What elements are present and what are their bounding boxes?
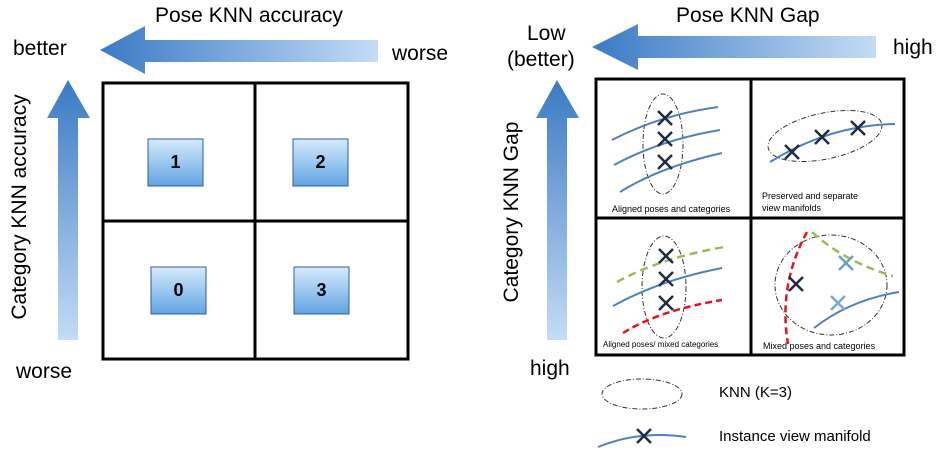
right-high-label-bottom: high (530, 357, 570, 380)
right-side-arrow-label: Category KNN Gap (500, 121, 523, 303)
cell-aligned-poses-categories (611, 93, 723, 195)
pose-gap-arrow (592, 24, 876, 70)
left-worse-label-top: worse (392, 42, 449, 65)
legend (597, 378, 687, 448)
knn-ellipse (774, 234, 888, 336)
cell-mixed-poses-categories (774, 231, 900, 345)
legend-manifold-curve (597, 433, 687, 448)
caption-preserved-line1: Preserved and separate (762, 191, 859, 201)
green-dashed-curve (616, 245, 725, 284)
manifold-curve (611, 106, 719, 141)
cell-number-3: 3 (316, 280, 327, 300)
legend-knn-label: KNN (K=3) (719, 384, 792, 401)
red-dashed-curve (622, 298, 723, 335)
right-better-label: (better) (507, 48, 575, 71)
cell-number-1: 1 (170, 152, 181, 172)
left-better-label: better (13, 37, 67, 60)
category-accuracy-arrow (47, 80, 90, 340)
knn-ellipse (642, 93, 684, 195)
right-low-label: Low (527, 22, 566, 45)
number-box-2 (292, 138, 349, 187)
cell-aligned-mixed (612, 235, 725, 339)
legend-manifold-label: Instance view manifold (719, 428, 871, 445)
caption-aligned-mixed: Aligned poses/ mixed categories (603, 340, 719, 349)
number-box-3 (293, 266, 350, 315)
manifold-curve (612, 267, 723, 307)
left-top-arrow-label: Pose KNN accuracy (155, 4, 343, 27)
pose-accuracy-arrow (100, 26, 378, 74)
number-box-1 (147, 138, 204, 187)
category-gap-arrow (536, 80, 579, 340)
caption-aligned-poses-categories: Aligned poses and categories (612, 204, 731, 214)
right-high-label-top: high (893, 36, 933, 59)
right-top-arrow-label: Pose KNN Gap (676, 4, 820, 27)
manifold-curve (613, 129, 721, 166)
legend-cross-icon (636, 428, 652, 444)
manifold-curve (769, 123, 896, 163)
caption-preserved-line2: view manifolds (762, 203, 822, 213)
cell-preserved-separate (767, 109, 896, 163)
left-worse-label-bottom: worse (16, 360, 73, 383)
cell-number-2: 2 (315, 152, 326, 172)
manifold-curve (813, 291, 900, 329)
red-dashed-curve (784, 231, 809, 345)
left-grid (101, 81, 410, 361)
knn-ellipse (641, 235, 687, 339)
number-box-0 (150, 266, 207, 315)
cell-number-0: 0 (173, 280, 184, 300)
left-side-arrow-label: Category KNN accuracy (8, 94, 31, 320)
legend-knn-ellipse (601, 378, 683, 410)
green-dashed-curve (811, 231, 894, 278)
manifold-curve (619, 152, 723, 193)
caption-mixed-poses-categories: Mixed poses and categories (763, 341, 876, 351)
right-grid (594, 77, 906, 357)
